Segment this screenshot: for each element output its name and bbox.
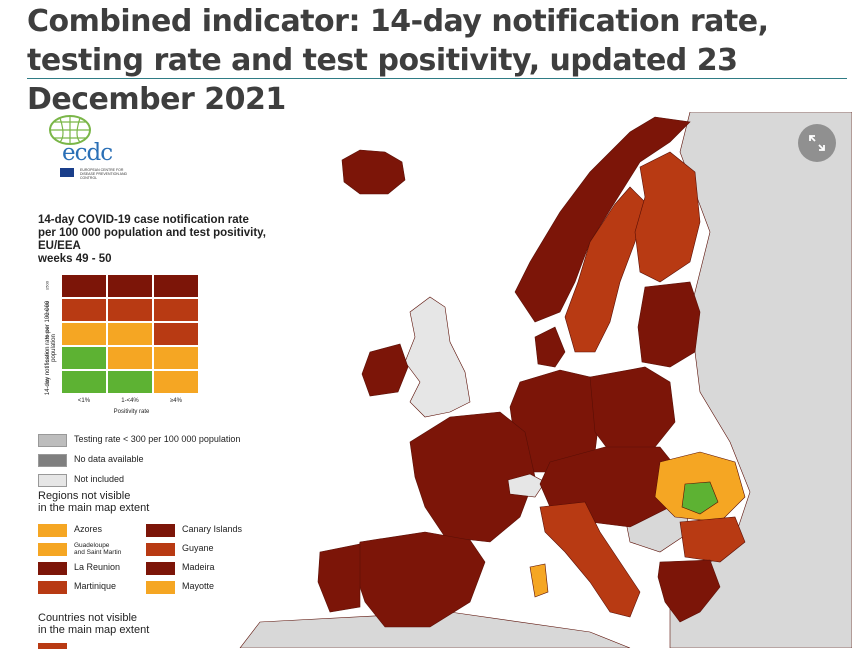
legend-matrix-cell bbox=[107, 370, 153, 394]
legend-region-swatch bbox=[38, 562, 67, 575]
legend-y-tick: 75-200 bbox=[44, 327, 50, 340]
map-region-baltics bbox=[637, 281, 701, 368]
legend-matrix-cell bbox=[153, 370, 199, 394]
legend-region-swatch bbox=[38, 543, 67, 556]
legend-x-tick: ≥4% bbox=[170, 398, 182, 404]
map-frame bbox=[30, 112, 852, 648]
legend-status-label: Not included bbox=[74, 474, 125, 484]
eu-flag-icon bbox=[60, 168, 74, 177]
map-region-sardinia bbox=[529, 563, 549, 598]
legend-region-label: Martinique bbox=[74, 581, 117, 591]
legend-matrix-cell bbox=[61, 370, 107, 394]
globe-icon bbox=[49, 115, 91, 145]
legend-matrix-cell bbox=[107, 322, 153, 346]
map-region-romania-centre bbox=[681, 481, 719, 515]
legend-matrix-cell bbox=[153, 322, 199, 346]
logo-subtext: EUROPEAN CENTRE FOR DISEASE PREVENTION A… bbox=[80, 168, 128, 180]
map-region-spain bbox=[354, 531, 486, 628]
map-legend: ecdc EUROPEAN CENTRE FOR DISEASE PREVENT… bbox=[38, 112, 288, 649]
legend-status-swatch bbox=[38, 474, 67, 487]
map-region-france bbox=[409, 411, 536, 543]
legend-region-label: La Reunion bbox=[74, 562, 121, 572]
map-region-greece bbox=[657, 559, 721, 623]
legend-region-swatch bbox=[146, 581, 175, 594]
legend-matrix-cell bbox=[153, 274, 199, 298]
legend-region-label: Canary Islands bbox=[182, 524, 243, 534]
map-region-poland bbox=[589, 366, 676, 453]
legend-matrix-cell bbox=[107, 298, 153, 322]
legend-x-axis-label: Positivity rate bbox=[113, 409, 150, 415]
legend-region-swatch bbox=[38, 581, 67, 594]
regions-heading: Regions not visible in the main map exte… bbox=[38, 490, 150, 514]
legend-region-label: Guyane bbox=[182, 543, 214, 553]
legend-y-tick: ≥500 bbox=[44, 281, 50, 290]
legend-x-tick: <1% bbox=[77, 398, 91, 404]
map-region-iceland bbox=[341, 149, 406, 195]
legend-matrix-cell bbox=[107, 274, 153, 298]
legend-matrix-cell bbox=[61, 346, 107, 370]
legend-y-tick: <50 bbox=[44, 378, 50, 385]
legend-status-label: No data available bbox=[74, 454, 144, 464]
legend-matrix-cell bbox=[61, 274, 107, 298]
map-region-portugal bbox=[317, 543, 361, 613]
map-region-bulgaria bbox=[679, 516, 746, 563]
legend-region-swatch bbox=[146, 524, 175, 537]
expand-icon bbox=[809, 135, 825, 151]
legend-status-swatch bbox=[38, 454, 67, 467]
map-region-uk bbox=[404, 296, 471, 418]
map-region-italy bbox=[539, 501, 641, 618]
legend-region-swatch bbox=[38, 524, 67, 537]
legend-region-swatch bbox=[146, 562, 175, 575]
legend-y-tick: 50-74 bbox=[44, 352, 50, 363]
legend-matrix-cell bbox=[61, 298, 107, 322]
legend-status-swatch bbox=[38, 434, 67, 447]
legend-y-tick: >200-499 bbox=[44, 301, 50, 319]
page-title: Combined indicator: 14-day notification … bbox=[27, 4, 769, 117]
logo-text: ecdc bbox=[62, 140, 113, 166]
legend-matrix-cell bbox=[153, 298, 199, 322]
map-region-switzerland bbox=[507, 473, 546, 498]
legend-title: 14-day COVID-19 case notification rate p… bbox=[38, 214, 266, 265]
legend-region-label: Madeira bbox=[182, 562, 215, 572]
legend-status-label: Testing rate < 300 per 100 000 populatio… bbox=[74, 434, 241, 444]
map-region-norway bbox=[514, 116, 691, 323]
countries-heading: Countries not visible in the main map ex… bbox=[38, 612, 150, 636]
legend-matrix-cell bbox=[153, 346, 199, 370]
legend-x-tick: 1-<4% bbox=[121, 398, 139, 404]
title-divider bbox=[27, 78, 847, 79]
countries-swatch bbox=[38, 643, 67, 649]
map-region-ireland bbox=[361, 343, 409, 397]
legend-matrix-cell bbox=[107, 346, 153, 370]
map-region-finland bbox=[634, 151, 701, 283]
legend-matrix-cell bbox=[61, 322, 107, 346]
fullscreen-button[interactable] bbox=[798, 124, 836, 162]
europe-map bbox=[239, 112, 852, 648]
legend-region-label: Mayotte bbox=[182, 581, 215, 591]
map-region-denmark bbox=[534, 326, 566, 368]
ecdc-logo: ecdc EUROPEAN CENTRE FOR DISEASE PREVENT… bbox=[40, 112, 130, 184]
legend-region-swatch bbox=[146, 543, 175, 556]
map-region-non-eu-east bbox=[669, 112, 852, 648]
legend-region-label: Guadeloupe and Saint Martin bbox=[74, 542, 122, 556]
legend-region-label: Azores bbox=[74, 524, 103, 534]
